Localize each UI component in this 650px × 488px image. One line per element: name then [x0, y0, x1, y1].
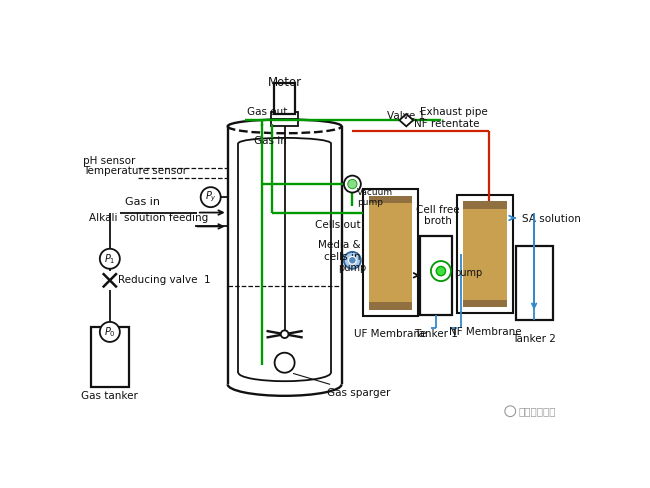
Polygon shape: [399, 114, 413, 126]
Bar: [515, 245, 552, 320]
Text: $P_1$: $P_1$: [104, 252, 116, 265]
Bar: [271, 120, 298, 126]
Text: pump: pump: [454, 267, 482, 278]
Text: Gas in: Gas in: [254, 136, 287, 146]
Text: pH sensor: pH sensor: [83, 156, 135, 166]
Text: Vacuum
pump: Vacuum pump: [357, 188, 393, 207]
Text: NF retentate: NF retentate: [414, 119, 480, 129]
Circle shape: [344, 252, 361, 269]
Text: Gas tanker: Gas tanker: [81, 391, 138, 401]
Circle shape: [348, 257, 356, 264]
Bar: [463, 201, 507, 307]
Text: Media &
cells in: Media & cells in: [318, 240, 361, 262]
Text: Exhaust pipe: Exhaust pipe: [420, 107, 488, 117]
Bar: [369, 302, 411, 309]
Circle shape: [201, 187, 221, 207]
Bar: [463, 201, 507, 209]
Text: Tanker 2: Tanker 2: [512, 334, 556, 344]
Circle shape: [431, 261, 451, 281]
Circle shape: [281, 330, 289, 338]
Circle shape: [436, 266, 445, 276]
Text: Tanker 1: Tanker 1: [414, 329, 458, 339]
Bar: [463, 300, 507, 307]
Bar: [369, 196, 411, 309]
Bar: [457, 195, 514, 313]
Text: Valve 1: Valve 1: [387, 111, 425, 121]
Circle shape: [344, 176, 361, 193]
Bar: [420, 236, 452, 315]
Text: Motor: Motor: [268, 76, 302, 88]
Bar: [369, 196, 411, 203]
Text: 膨科学与工程: 膨科学与工程: [519, 406, 556, 416]
Text: Gas out: Gas out: [247, 107, 287, 117]
Text: SA solution: SA solution: [521, 214, 580, 224]
Circle shape: [100, 322, 120, 342]
Circle shape: [274, 353, 294, 373]
Text: Cells out: Cells out: [315, 220, 361, 230]
Circle shape: [100, 249, 120, 269]
Bar: [271, 112, 298, 119]
Bar: [274, 83, 295, 114]
Text: Cell free
broth: Cell free broth: [416, 205, 460, 226]
Text: NF Membrane: NF Membrane: [449, 326, 521, 337]
Circle shape: [348, 180, 357, 189]
Text: Alkali  solution feeding: Alkali solution feeding: [89, 213, 208, 223]
Text: Gas in: Gas in: [125, 197, 160, 207]
Text: $P_0$: $P_0$: [104, 325, 116, 339]
Text: Reducing valve  1: Reducing valve 1: [118, 275, 211, 285]
Text: UF Membrane: UF Membrane: [354, 329, 426, 339]
Text: $P_y$: $P_y$: [205, 190, 216, 204]
Bar: [90, 326, 129, 386]
Text: Gas sparger: Gas sparger: [293, 373, 391, 398]
Bar: [363, 189, 418, 316]
Text: Temperature sensor: Temperature sensor: [83, 166, 187, 176]
Text: pump: pump: [338, 264, 367, 273]
